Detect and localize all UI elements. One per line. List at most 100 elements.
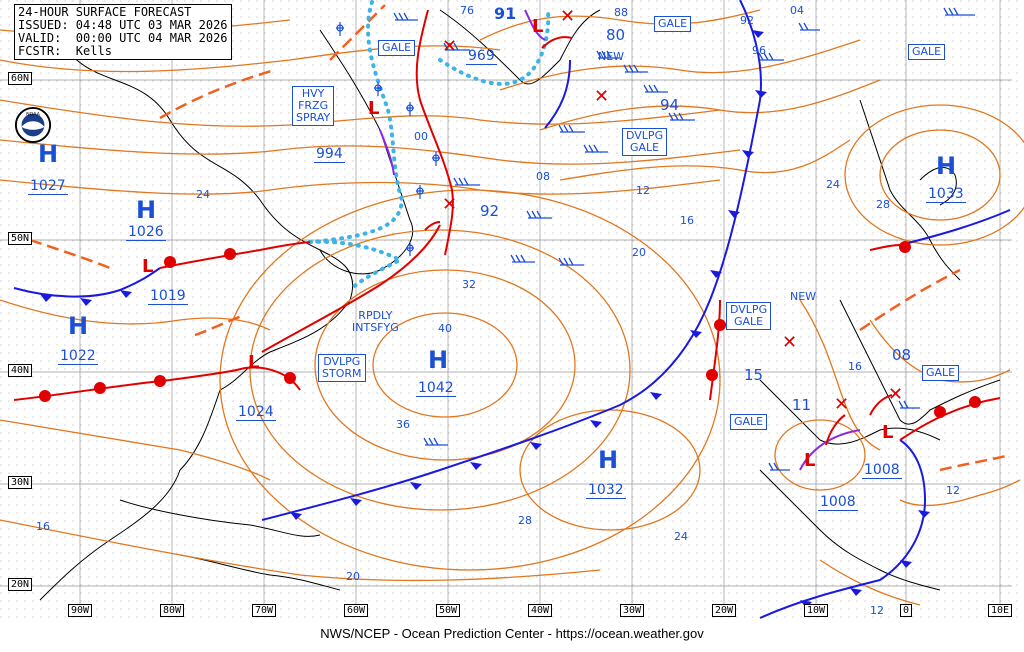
- lon-label-30w: 30W: [620, 604, 645, 617]
- low-center-symbol: L: [882, 422, 894, 443]
- lat-label-50n: 50N: [8, 232, 33, 245]
- isobar-value: 16: [36, 520, 50, 533]
- isobar-value: 24: [826, 178, 840, 191]
- isobar-value: 20: [346, 570, 360, 583]
- high-center-pressure: 1042: [416, 380, 456, 397]
- pressure-value: 91: [494, 4, 517, 23]
- lon-label-10w: 10W: [804, 604, 829, 617]
- new-note: NEW: [598, 50, 625, 63]
- high-center-pressure: 1032: [586, 482, 626, 499]
- low-center-symbol: L: [804, 450, 816, 471]
- lon-label-60w: 60W: [344, 604, 369, 617]
- occluded-fronts: [379, 9, 861, 471]
- low-position-x-marker: ✕: [442, 194, 458, 215]
- warm-front-bumps: [39, 241, 981, 418]
- isobar-value: 04: [790, 4, 804, 17]
- forecast-header: 24-HOUR SURFACE FORECAST ISSUED: 04:48 U…: [14, 4, 232, 60]
- svg-text:NOAA: NOAA: [26, 112, 41, 118]
- lat-label-20n: 20N: [8, 578, 33, 591]
- low-center-symbol: L: [368, 98, 380, 119]
- low-center-pressure: 1019: [148, 288, 188, 305]
- lon-label-40w: 40W: [528, 604, 553, 617]
- isobar-value: 12: [870, 604, 884, 617]
- freezing-spray-warning: HVY FRZG SPRAY: [292, 86, 335, 126]
- ice-accretion-symbols: [336, 22, 440, 256]
- gale-warning: GALE: [654, 16, 692, 32]
- low-center-symbol: L: [248, 352, 260, 373]
- low-center-symbol: L: [532, 16, 544, 37]
- gale-warning: GALE: [908, 44, 946, 60]
- isobar-value: 76: [460, 4, 474, 17]
- isobar-value: 16: [680, 214, 694, 227]
- isobar-value: 96: [752, 44, 766, 57]
- lat-label-40n: 40N: [8, 364, 33, 377]
- isobar-value: 16: [848, 360, 862, 373]
- isobar-value: 92: [740, 14, 754, 27]
- isobar-value: 20: [632, 246, 646, 259]
- header-issued: ISSUED: 04:48 UTC 03 MAR 2026: [18, 18, 228, 32]
- high-center-symbol: H: [428, 346, 449, 374]
- isobar-value: 88: [614, 6, 628, 19]
- cold-fronts: [13, 0, 1011, 619]
- front-track: [415, 9, 454, 256]
- header-valid: VALID: 00:00 UTC 04 MAR 2026: [18, 31, 228, 45]
- lat-label-30n: 30N: [8, 476, 33, 489]
- troughs: [29, 4, 1011, 472]
- low-center-pressure: 1008: [862, 462, 902, 479]
- new-note: NEW: [790, 290, 817, 303]
- isobar-value: 36: [396, 418, 410, 431]
- low-position-x-marker: ✕: [560, 6, 576, 27]
- cold-front-pips: [40, 30, 930, 608]
- pressure-value: 92: [480, 202, 500, 220]
- gale-warning: GALE: [922, 365, 960, 381]
- isobar-value: 12: [636, 184, 650, 197]
- ice-edge: [308, 0, 551, 292]
- high-center-symbol: H: [68, 312, 89, 340]
- header-title: 24-HOUR SURFACE FORECAST: [18, 5, 192, 19]
- lon-label-20w: 20W: [712, 604, 737, 617]
- gale-warning: GALE: [378, 40, 416, 56]
- low-position-x-marker: ✕: [834, 394, 850, 415]
- lon-label-10e: 10E: [988, 604, 1013, 617]
- pressure-value: 94: [660, 96, 680, 114]
- dot-grid: [0, 0, 1024, 620]
- high-center-pressure: 1026: [126, 224, 166, 241]
- storm-tracks: [424, 36, 893, 446]
- lat-label-60n: 60N: [8, 72, 33, 85]
- low-position-x-marker: ✕: [782, 332, 798, 353]
- low-position-x-marker: ✕: [594, 86, 610, 107]
- page-footer: NWS/NCEP - Ocean Prediction Center - htt…: [320, 626, 704, 641]
- isobar-value: 40: [438, 322, 452, 335]
- isobar-value: 08: [536, 170, 550, 183]
- developing-gale-warning: DVLPG GALE: [726, 302, 772, 330]
- isobar-value: 12: [946, 484, 960, 497]
- pressure-value: 80: [606, 26, 626, 44]
- low-center-pressure: 1008: [818, 494, 858, 511]
- lon-label-90w: 90W: [68, 604, 93, 617]
- noaa-logo: NOAA: [14, 106, 52, 144]
- high-center-symbol: H: [38, 140, 59, 168]
- gale-warning: GALE: [730, 414, 768, 430]
- low-position-x-marker: ✕: [888, 384, 904, 405]
- graticule: [0, 0, 1012, 612]
- low-center-pressure: 969: [466, 48, 497, 65]
- isobar-value: 28: [876, 198, 890, 211]
- high-center-pressure: 1027: [28, 178, 68, 195]
- high-center-symbol: H: [598, 446, 619, 474]
- isobar-value: 24: [674, 530, 688, 543]
- low-position-x-marker: ✕: [442, 36, 458, 57]
- lon-label-50w: 50W: [436, 604, 461, 617]
- lon-label-70w: 70W: [252, 604, 277, 617]
- isobar-value: 24: [196, 188, 210, 201]
- developing-storm-warning: DVLPG STORM: [318, 354, 366, 382]
- pressure-value: 15: [744, 366, 764, 384]
- isobar-value: 32: [462, 278, 476, 291]
- lon-label-0: 0: [900, 604, 913, 617]
- pressure-value: 11: [792, 396, 812, 414]
- isobar-value: 00: [414, 130, 428, 143]
- high-center-pressure: 1022: [58, 348, 98, 365]
- high-center-symbol: H: [136, 196, 157, 224]
- low-center-pressure: 1024: [236, 404, 276, 421]
- rapidly-intensifying-note: RPDLY INTSFYG: [352, 309, 399, 334]
